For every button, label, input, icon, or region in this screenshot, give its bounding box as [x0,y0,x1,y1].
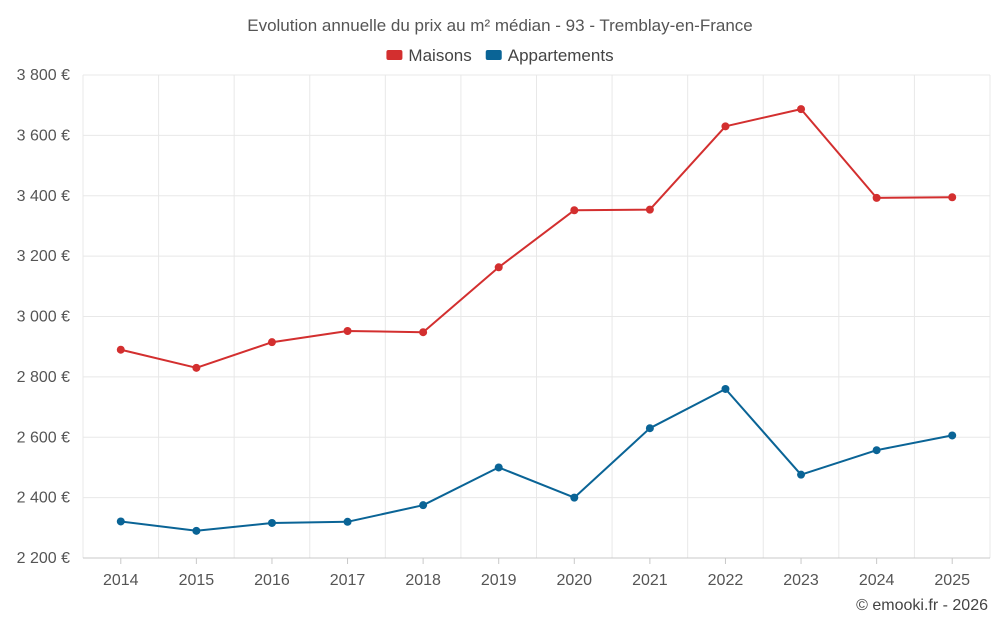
data-point-appartements[interactable] [872,446,881,455]
data-point-maisons[interactable] [116,345,125,354]
y-tick-label: 2 400 € [17,490,70,507]
x-tick-label: 2019 [481,572,517,589]
x-tick-label: 2022 [708,572,744,589]
data-point-maisons[interactable] [192,363,201,372]
y-tick-label: 3 400 € [17,188,70,205]
x-tick-label: 2016 [254,572,290,589]
x-tick-label: 2015 [179,572,215,589]
legend: Maisons Appartements [386,46,614,65]
data-point-maisons[interactable] [494,263,503,272]
data-point-appartements[interactable] [192,526,201,535]
x-tick-label: 2017 [330,572,366,589]
y-tick-label: 3 600 € [17,127,70,144]
legend-item-maisons[interactable]: Maisons [386,46,472,65]
y-tick-label: 2 600 € [17,429,70,446]
data-point-maisons[interactable] [645,205,654,214]
data-point-maisons[interactable] [797,105,806,114]
y-tick-label: 3 000 € [17,309,70,326]
y-tick-label: 2 200 € [17,550,70,567]
series-line-maisons [120,108,953,369]
grid [82,74,991,559]
series-layer [116,105,957,535]
legend-swatch [485,50,502,60]
data-point-maisons[interactable] [267,338,276,347]
x-tick-label: 2025 [934,572,970,589]
data-point-appartements[interactable] [948,431,957,440]
credit-text: © emooki.fr - 2026 [856,597,988,614]
data-point-maisons[interactable] [948,193,957,202]
data-point-appartements[interactable] [721,384,730,393]
chart-title: Evolution annuelle du prix au m² médian … [247,16,753,35]
data-point-appartements[interactable] [419,501,428,510]
data-point-appartements[interactable] [116,517,125,526]
data-point-maisons[interactable] [721,122,730,131]
y-tick-label: 3 800 € [17,67,70,84]
data-point-appartements[interactable] [645,424,654,433]
data-point-maisons[interactable] [570,206,579,215]
data-point-appartements[interactable] [494,463,503,472]
x-tick-label: 2023 [783,572,819,589]
legend-label: Appartements [508,46,614,65]
data-point-appartements[interactable] [267,518,276,527]
data-point-appartements[interactable] [343,517,352,526]
data-point-appartements[interactable] [797,470,806,479]
axes: 2 200 € 2 400 € 2 600 € 2 800 € 3 000 € 3 200… [17,67,990,589]
data-point-appartements[interactable] [570,493,579,502]
y-tick-label: 3 200 € [17,248,70,265]
x-tick-label: 2021 [632,572,668,589]
data-point-maisons[interactable] [872,193,881,202]
data-point-maisons[interactable] [343,326,352,335]
y-tick-label: 2 800 € [17,369,70,386]
x-tick-label: 2020 [556,572,592,589]
legend-swatch [386,50,403,60]
x-tick-label: 2024 [859,572,895,589]
legend-label: Maisons [408,46,471,65]
series-line-appartements [120,388,953,532]
x-tick-label: 2014 [103,572,139,589]
data-point-maisons[interactable] [419,328,428,337]
x-tick-label: 2018 [405,572,441,589]
legend-item-appartements[interactable]: Appartements [485,46,614,65]
